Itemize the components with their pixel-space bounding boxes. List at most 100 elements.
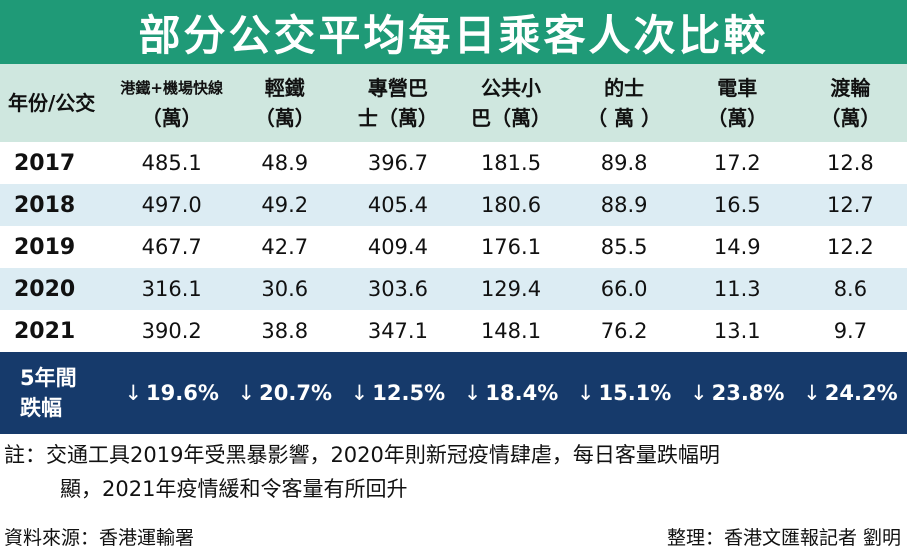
value-cell: 409.4 — [367, 235, 428, 259]
value-cell: 347.1 — [367, 319, 428, 343]
value-cell: 48.9 — [261, 151, 309, 175]
value-cell: 42.7 — [261, 235, 309, 259]
value-cell: 316.1 — [141, 277, 202, 301]
value-cell: 405.4 — [367, 193, 428, 217]
value-cell: 9.7 — [833, 319, 868, 343]
down-arrow-icon: ↓ — [689, 381, 708, 405]
down-arrow-icon: ↓ — [350, 381, 369, 405]
value-cell: 14.9 — [713, 235, 761, 259]
column-header-line2: （萬） — [254, 106, 315, 130]
footnote-line-2: 顯，2021年疫情緩和令客量有所回升 — [60, 477, 408, 501]
column-header-2: 專營巴士（萬） — [341, 64, 454, 142]
data-source: 資料來源：香港運輸署 — [4, 526, 195, 549]
decline-label: 5年間跌幅 — [0, 352, 115, 434]
column-header-line1: 電車 — [717, 76, 758, 100]
decline-cell: ↓ 19.6% — [115, 352, 228, 434]
decline-percent: 24.2% — [824, 381, 898, 405]
value-cell: 176.1 — [480, 235, 542, 259]
year-cell: 2017 — [14, 150, 76, 176]
year-cell: 2021 — [14, 318, 76, 344]
column-header-1: 輕鐵 （萬） — [228, 64, 341, 142]
decline-cell: ↓ 15.1% — [568, 352, 681, 434]
page-title: 部分公交平均每日乘客人次比較 — [138, 10, 769, 60]
decline-cell: ↓ 20.7% — [228, 352, 341, 434]
year-cell: 2018 — [14, 192, 76, 218]
column-header-line1: 港鐵+機場快線 — [120, 79, 223, 97]
column-header-line2: （萬） — [141, 106, 202, 130]
value-cell: 467.7 — [141, 235, 202, 259]
value-cell: 13.1 — [713, 319, 761, 343]
value-cell: 12.2 — [827, 235, 874, 259]
decline-percent: 19.6% — [146, 381, 219, 405]
value-cell: 181.5 — [480, 151, 542, 175]
value-cell: 8.6 — [833, 277, 868, 301]
column-header-0: 港鐵+機場快線 （萬） — [115, 64, 228, 142]
value-cell: 396.7 — [367, 151, 428, 175]
column-header-5: 電車 （萬） — [681, 64, 794, 142]
down-arrow-icon: ↓ — [803, 381, 821, 405]
decline-percent: 15.1% — [598, 381, 672, 405]
year-column-header: 年份/公交 — [8, 91, 96, 115]
column-header-3: 公共小巴（萬） — [454, 64, 567, 142]
column-header-line1: 公共小 — [481, 76, 541, 100]
column-header-line2: （萬） — [820, 106, 881, 130]
footer: 資料來源：香港運輸署 整理：香港文匯報記者 劉明 — [4, 520, 901, 552]
down-arrow-icon: ↓ — [463, 381, 482, 405]
table-row: 2017 485.1 48.9 396.7 181.5 89.8 17.2 12.8 — [0, 142, 907, 184]
decline-cell: ↓ 12.5% — [341, 352, 454, 434]
value-cell: 148.1 — [480, 319, 542, 343]
column-header-4: 的士 （ 萬 ） — [568, 64, 681, 142]
value-cell: 49.2 — [261, 193, 309, 217]
decline-cell: ↓ 23.8% — [681, 352, 794, 434]
value-cell: 66.0 — [600, 277, 648, 301]
value-cell: 17.2 — [713, 151, 761, 175]
year-cell: 2019 — [14, 234, 76, 260]
table-row: 2019 467.7 42.7 409.4 176.1 85.5 14.9 12.2 — [0, 226, 907, 268]
column-header-line1: 渡輪 — [830, 76, 871, 100]
column-header-line1: 專營巴 — [367, 76, 428, 100]
decline-percent: 23.8% — [711, 381, 785, 405]
ridership-table: 年份/公交 港鐵+機場快線 （萬） 輕鐵 （萬） 專營巴 士（萬） 公共小 巴（萬） 的士（ 萬… — [0, 64, 907, 434]
decline-label-line1: 5年間 — [20, 366, 77, 390]
down-arrow-icon: ↓ — [237, 381, 256, 405]
table-row: 2018 497.0 49.2 405.4 180.6 88.9 16.5 12.7 — [0, 184, 907, 226]
table-header-row: 年份/公交 港鐵+機場快線 （萬） 輕鐵 （萬） 專營巴 士（萬） 公共小 巴（萬） 的士（ 萬… — [0, 64, 907, 142]
table-body: 2017 485.1 48.9 396.7 181.5 89.8 17.2 12.8 2018 4… — [0, 142, 907, 434]
value-cell: 12.7 — [827, 193, 874, 217]
column-header-line2: （ 萬 ） — [587, 106, 662, 130]
value-cell: 88.9 — [600, 193, 648, 217]
value-cell: 38.8 — [261, 319, 309, 343]
footnote-line-1: 註：交通工具2019年受黑暴影響，2020年則新冠疫情肆虐，每日客量跌幅明 — [4, 443, 720, 467]
value-cell: 129.4 — [480, 277, 542, 301]
value-cell: 11.3 — [713, 277, 761, 301]
decline-percent: 12.5% — [372, 381, 446, 405]
column-header-line2: 士（萬） — [357, 106, 438, 130]
table-row: 2020 316.1 30.6 303.6 129.4 66.0 11.3 8.6 — [0, 268, 907, 310]
five-year-decline-row: 5年間 跌幅 ↓ 19.6% ↓ 20.7% ↓ 12.5% ↓ 18.4% ↓ 15.1% ↓ 23.8… — [0, 352, 907, 434]
decline-label-line2: 跌幅 — [20, 396, 62, 420]
decline-cell: ↓ 24.2% — [794, 352, 907, 434]
column-header-line2: 巴（萬） — [471, 106, 551, 130]
value-cell: 76.2 — [600, 319, 648, 343]
credit: 整理：香港文匯報記者 劉明 — [666, 526, 901, 549]
value-cell: 390.2 — [141, 319, 202, 343]
year-cell: 2020 — [14, 276, 76, 302]
value-cell: 485.1 — [141, 151, 202, 175]
title-bar: 部分公交平均每日乘客人次比較 — [0, 0, 907, 64]
value-cell: 89.8 — [600, 151, 648, 175]
value-cell: 85.5 — [600, 235, 648, 259]
value-cell: 16.5 — [713, 193, 761, 217]
value-cell: 30.6 — [261, 277, 309, 301]
column-header-6: 渡輪 （萬） — [794, 64, 907, 142]
decline-percent: 20.7% — [259, 381, 333, 405]
column-header-line2: （萬） — [707, 106, 768, 130]
column-header-line1: 的士 — [604, 76, 645, 100]
down-arrow-icon: ↓ — [124, 381, 143, 405]
down-arrow-icon: ↓ — [576, 381, 595, 405]
value-cell: 303.6 — [367, 277, 428, 301]
value-cell: 497.0 — [141, 193, 202, 217]
value-cell: 12.8 — [827, 151, 874, 175]
footnote: 註：交通工具2019年受黑暴影響，2020年則新冠疫情肆虐，每日客量跌幅明 顯，… — [4, 438, 904, 506]
value-cell: 180.6 — [480, 193, 542, 217]
